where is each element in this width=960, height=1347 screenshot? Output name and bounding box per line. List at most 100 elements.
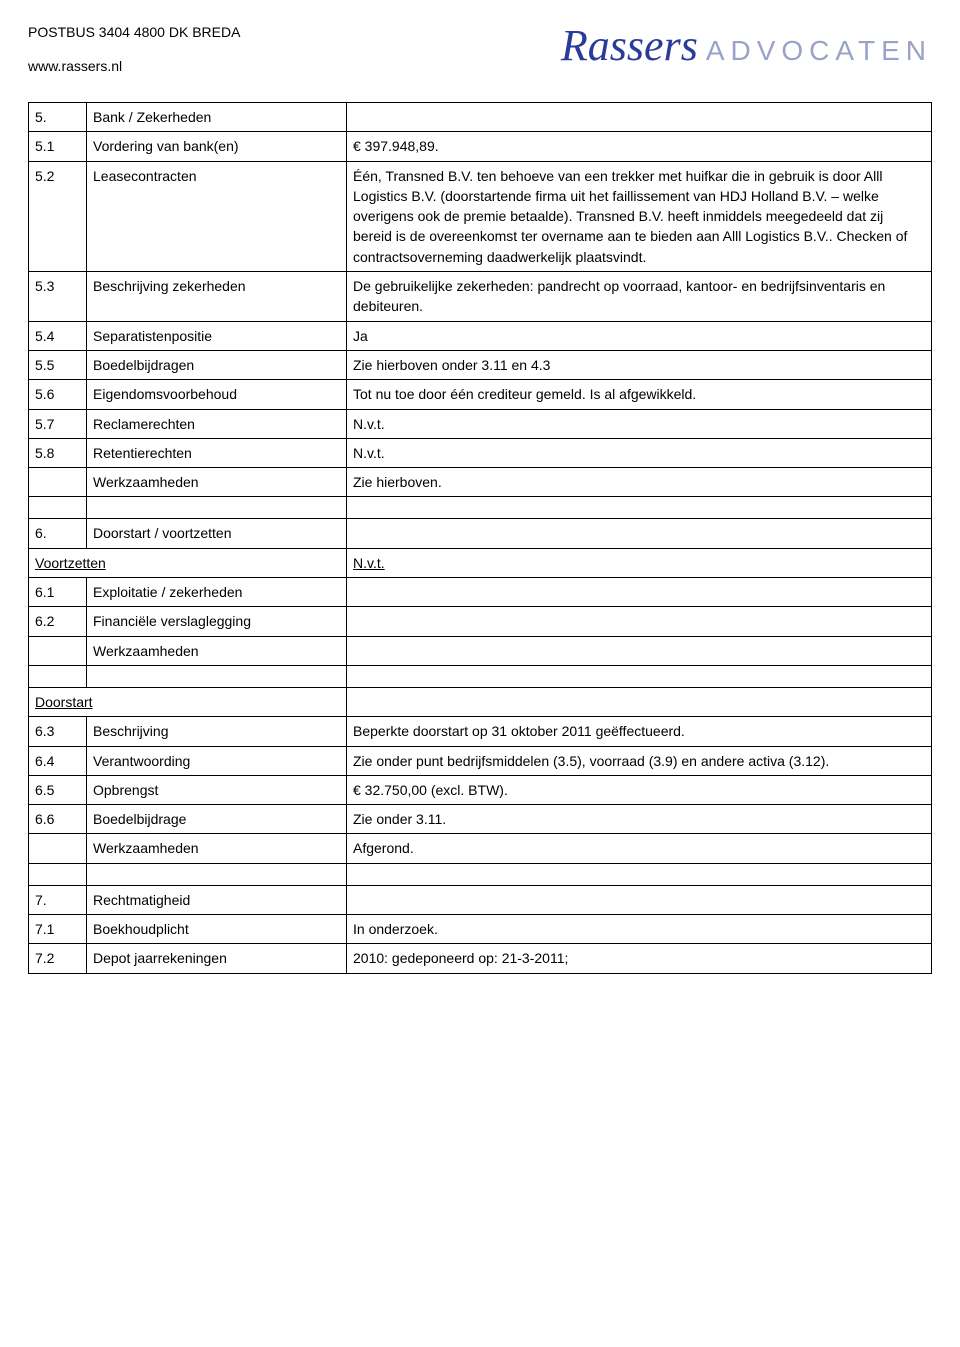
- table-row: 7.2 Depot jaarrekeningen 2010: gedeponee…: [29, 944, 932, 973]
- cell-label: Boedelbijdrage: [87, 805, 347, 834]
- table-row: 5.4 Separatistenpositie Ja: [29, 321, 932, 350]
- cell-label: Financiële verslaglegging: [87, 607, 347, 636]
- cell-num: [29, 834, 87, 863]
- spacer-row: [29, 863, 932, 885]
- cell-label: Exploitatie / zekerheden: [87, 578, 347, 607]
- cell-value: [347, 519, 932, 548]
- cell-section-label: Doorstart: [29, 687, 347, 716]
- table-row: 5.1 Vordering van bank(en) € 397.948,89.: [29, 132, 932, 161]
- cell-value: [347, 636, 932, 665]
- spacer-cell: [87, 665, 347, 687]
- cell-num: 5.8: [29, 438, 87, 467]
- logo-word: ADVOCATEN: [706, 35, 932, 67]
- cell-value: [347, 103, 932, 132]
- section-voortzetten: Voortzetten: [35, 555, 106, 571]
- cell-num: 6.4: [29, 746, 87, 775]
- cell-value: Ja: [347, 321, 932, 350]
- table-row: 6.2 Financiële verslaglegging: [29, 607, 932, 636]
- table-row: 5.5 Boedelbijdragen Zie hierboven onder …: [29, 350, 932, 379]
- cell-label: Boekhoudplicht: [87, 915, 347, 944]
- cell-label: Retentierechten: [87, 438, 347, 467]
- cell-value: Zie onder 3.11.: [347, 805, 932, 834]
- cell-value: Tot nu toe door één crediteur gemeld. Is…: [347, 380, 932, 409]
- table-row: 6.6 Boedelbijdrage Zie onder 3.11.: [29, 805, 932, 834]
- cell-label: Beschrijving zekerheden: [87, 272, 347, 322]
- table-row: 5.6 Eigendomsvoorbehoud Tot nu toe door …: [29, 380, 932, 409]
- cell-value: In onderzoek.: [347, 915, 932, 944]
- cell-num: 5.7: [29, 409, 87, 438]
- header-url: www.rassers.nl: [28, 58, 240, 74]
- cell-num: 6.5: [29, 775, 87, 804]
- spacer-row: [29, 665, 932, 687]
- cell-num: 7.: [29, 885, 87, 914]
- spacer-cell: [87, 497, 347, 519]
- cell-num: 6.2: [29, 607, 87, 636]
- cell-num: 7.1: [29, 915, 87, 944]
- table-row: Werkzaamheden Afgerond.: [29, 834, 932, 863]
- cell-num: 5.6: [29, 380, 87, 409]
- spacer-cell: [347, 863, 932, 885]
- cell-num: 6.3: [29, 717, 87, 746]
- spacer-cell: [347, 665, 932, 687]
- cell-label: Opbrengst: [87, 775, 347, 804]
- cell-label: Werkzaamheden: [87, 834, 347, 863]
- cell-label: Bank / Zekerheden: [87, 103, 347, 132]
- cell-value: N.v.t.: [347, 548, 932, 577]
- cell-num: 6.: [29, 519, 87, 548]
- cell-value: Afgerond.: [347, 834, 932, 863]
- report-table: 5. Bank / Zekerheden 5.1 Vordering van b…: [28, 102, 932, 974]
- cell-num: [29, 468, 87, 497]
- table-row: 5. Bank / Zekerheden: [29, 103, 932, 132]
- cell-label: Verantwoording: [87, 746, 347, 775]
- table-row: Werkzaamheden: [29, 636, 932, 665]
- cell-label: Doorstart / voortzetten: [87, 519, 347, 548]
- table-row: 6.3 Beschrijving Beperkte doorstart op 3…: [29, 717, 932, 746]
- logo-script: Rassers: [561, 24, 698, 68]
- cell-label: Leasecontracten: [87, 161, 347, 271]
- spacer-cell: [29, 665, 87, 687]
- cell-label: Vordering van bank(en): [87, 132, 347, 161]
- cell-value: De gebruikelijke zekerheden: pandrecht o…: [347, 272, 932, 322]
- cell-value: 2010: gedeponeerd op: 21-3-2011;: [347, 944, 932, 973]
- cell-num: 5.5: [29, 350, 87, 379]
- spacer-cell: [347, 497, 932, 519]
- header-left: POSTBUS 3404 4800 DK BREDA www.rassers.n…: [28, 24, 240, 84]
- spacer-cell: [29, 863, 87, 885]
- cell-value: N.v.t.: [347, 409, 932, 438]
- cell-value: € 397.948,89.: [347, 132, 932, 161]
- cell-label: Separatistenpositie: [87, 321, 347, 350]
- cell-value: Zie onder punt bedrijfsmiddelen (3.5), v…: [347, 746, 932, 775]
- cell-label: Reclamerechten: [87, 409, 347, 438]
- cell-num: 5.1: [29, 132, 87, 161]
- section-doorstart: Doorstart: [35, 694, 93, 710]
- cell-num: 5.4: [29, 321, 87, 350]
- cell-num: [29, 636, 87, 665]
- cell-value: € 32.750,00 (excl. BTW).: [347, 775, 932, 804]
- cell-value: Zie hierboven onder 3.11 en 4.3: [347, 350, 932, 379]
- cell-value: Beperkte doorstart op 31 oktober 2011 ge…: [347, 717, 932, 746]
- spacer-cell: [87, 863, 347, 885]
- cell-num: 5.3: [29, 272, 87, 322]
- cell-num: 6.1: [29, 578, 87, 607]
- cell-label: Eigendomsvoorbehoud: [87, 380, 347, 409]
- cell-value: Zie hierboven.: [347, 468, 932, 497]
- table-row: Werkzaamheden Zie hierboven.: [29, 468, 932, 497]
- table-row: 7. Rechtmatigheid: [29, 885, 932, 914]
- table-row: Voortzetten N.v.t.: [29, 548, 932, 577]
- table-row: 5.2 Leasecontracten Één, Transned B.V. t…: [29, 161, 932, 271]
- cell-label: Depot jaarrekeningen: [87, 944, 347, 973]
- spacer-cell: [29, 497, 87, 519]
- cell-label: Werkzaamheden: [87, 468, 347, 497]
- cell-num: 5.2: [29, 161, 87, 271]
- cell-value: [347, 578, 932, 607]
- table-row: 7.1 Boekhoudplicht In onderzoek.: [29, 915, 932, 944]
- cell-label: Boedelbijdragen: [87, 350, 347, 379]
- table-row: 5.8 Retentierechten N.v.t.: [29, 438, 932, 467]
- cell-value: [347, 885, 932, 914]
- cell-value: Één, Transned B.V. ten behoeve van een t…: [347, 161, 932, 271]
- header-logo: Rassers ADVOCATEN: [561, 24, 932, 68]
- table-row: 6.5 Opbrengst € 32.750,00 (excl. BTW).: [29, 775, 932, 804]
- table-row: 6. Doorstart / voortzetten: [29, 519, 932, 548]
- cell-section-label: Voortzetten: [29, 548, 347, 577]
- cell-num: 6.6: [29, 805, 87, 834]
